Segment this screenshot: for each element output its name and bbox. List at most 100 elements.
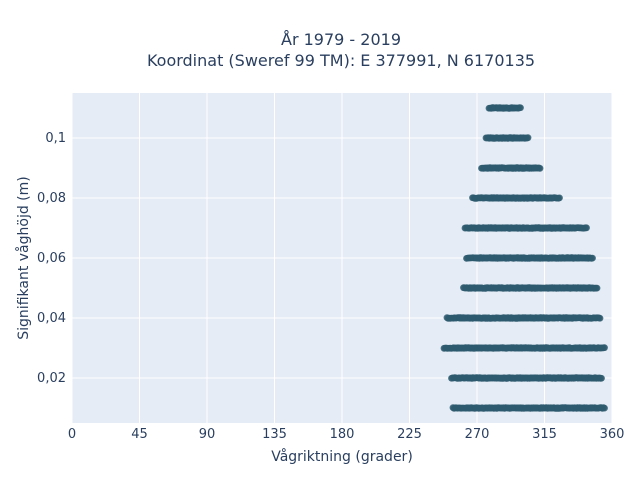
data-point: [557, 344, 565, 352]
data-point: [516, 194, 524, 202]
data-point: [520, 254, 528, 262]
data-point: [512, 344, 519, 352]
y-tick-label: 0,06: [37, 251, 66, 266]
x-tick-label: 360: [600, 427, 625, 442]
data-point: [560, 284, 568, 292]
data-point: [492, 404, 500, 412]
data-point: [517, 104, 524, 112]
data-point: [583, 224, 590, 232]
chart-title-line-2: Koordinat (Sweref 99 TM): E 377991, N 61…: [147, 51, 535, 70]
data-point: [495, 224, 502, 232]
data-point: [486, 254, 494, 262]
data-point: [536, 164, 544, 172]
data-point: [481, 344, 489, 352]
data-point: [565, 344, 573, 352]
x-tick-label: 180: [330, 427, 355, 442]
data-point: [537, 314, 545, 322]
data-point: [474, 284, 482, 292]
data-point: [596, 314, 604, 322]
y-tick-label: 0,02: [37, 371, 66, 386]
data-point: [498, 134, 505, 142]
data-point: [580, 284, 587, 292]
chart-title-line-1: År 1979 - 2019: [281, 30, 401, 49]
x-tick-label: 270: [465, 427, 490, 442]
data-point: [547, 344, 555, 352]
data-point: [511, 254, 518, 262]
data-point: [485, 224, 493, 232]
data-point: [489, 134, 497, 142]
data-point: [539, 344, 546, 352]
data-point: [497, 374, 505, 382]
data-point: [498, 344, 506, 352]
x-tick-label: 45: [131, 427, 148, 442]
data-point: [492, 344, 499, 352]
data-point: [507, 134, 515, 142]
data-point: [567, 314, 575, 322]
data-point: [528, 374, 536, 382]
data-point: [558, 404, 566, 412]
data-point: [492, 374, 499, 382]
data-point: [582, 404, 589, 412]
data-point: [547, 404, 555, 412]
data-point: [519, 134, 526, 142]
data-point: [524, 134, 532, 142]
data-points: [440, 104, 608, 412]
data-point: [498, 194, 506, 202]
data-point: [478, 254, 485, 262]
data-point: [549, 314, 557, 322]
data-point: [524, 164, 532, 172]
x-axis-ticks: 0 45 90 135 180 225 270 315 360: [68, 427, 625, 442]
data-point: [490, 164, 498, 172]
data-point: [543, 194, 551, 202]
data-point: [462, 404, 470, 412]
x-tick-label: 315: [532, 427, 557, 442]
data-point: [555, 374, 562, 382]
x-axis-title: Vågriktning (grader): [271, 448, 413, 465]
data-point: [510, 194, 518, 202]
data-point: [546, 224, 553, 232]
data-point: [513, 134, 521, 142]
y-tick-label: 0,08: [37, 191, 66, 206]
data-point: [581, 314, 589, 322]
data-point: [573, 344, 581, 352]
data-point: [493, 254, 501, 262]
data-point: [588, 404, 596, 412]
data-point: [566, 404, 574, 412]
data-point: [576, 404, 583, 412]
data-point: [489, 104, 496, 112]
data-point: [533, 194, 541, 202]
data-point: [593, 284, 601, 292]
data-point: [512, 284, 520, 292]
x-tick-label: 0: [68, 427, 76, 442]
data-point: [520, 314, 528, 322]
data-point: [571, 374, 578, 382]
y-tick-label: 0,1: [45, 131, 66, 146]
data-point: [526, 344, 534, 352]
data-point: [500, 224, 508, 232]
x-tick-label: 135: [262, 427, 287, 442]
data-point: [531, 224, 539, 232]
data-point: [507, 404, 515, 412]
data-point: [571, 254, 578, 262]
data-point: [490, 224, 498, 232]
data-point: [495, 164, 503, 172]
data-point: [550, 254, 558, 262]
data-point: [578, 254, 586, 262]
data-point: [475, 374, 483, 382]
data-point: [513, 224, 520, 232]
data-point: [506, 224, 514, 232]
data-point: [578, 344, 586, 352]
data-point: [512, 164, 520, 172]
data-point: [553, 404, 561, 412]
chart-title: År 1979 - 2019 Koordinat (Sweref 99 TM):…: [147, 30, 535, 70]
y-axis-title: Signifikant våghöjd (m): [15, 176, 32, 339]
data-point: [515, 404, 523, 412]
data-point: [474, 224, 482, 232]
data-point: [557, 254, 565, 262]
x-tick-label: 90: [199, 427, 216, 442]
data-point: [535, 254, 543, 262]
data-point: [482, 314, 490, 322]
data-point: [525, 254, 533, 262]
y-tick-label: 0,04: [37, 311, 66, 326]
